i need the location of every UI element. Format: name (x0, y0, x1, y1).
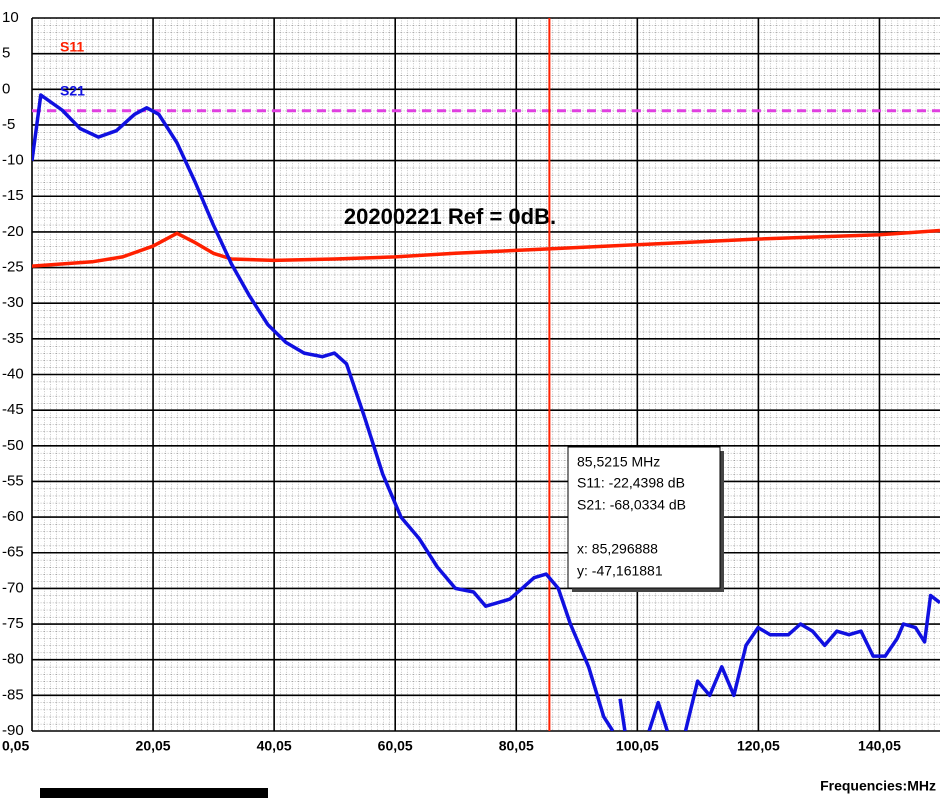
plot-area (32, 18, 940, 731)
y-tick-label: -50 (2, 437, 24, 454)
y-tick-label: 0 (2, 80, 10, 97)
y-tick-label: -90 (2, 722, 24, 739)
y-tick-label: -55 (2, 472, 24, 489)
series-line (32, 93, 940, 731)
legend-label: S21 (60, 83, 85, 99)
y-tick-label: -45 (2, 401, 24, 418)
x-tick-label: 40,05 (257, 738, 292, 754)
y-tick-label: 5 (2, 45, 10, 62)
y-tick-label: -70 (2, 579, 24, 596)
legend-label: S11 (60, 39, 84, 55)
x-tick-label: 100,05 (616, 738, 659, 754)
y-tick-label: -30 (2, 294, 24, 311)
x-tick-label: 80,05 (499, 738, 534, 754)
series-line (32, 228, 940, 268)
readout-line: S21: -68,0334 dB (577, 497, 686, 513)
readout-line: S11: -22,4398 dB (577, 475, 685, 491)
x-tick-label: 120,05 (737, 738, 780, 754)
y-tick-label: -80 (2, 651, 24, 668)
x-tick-label: 140,05 (858, 738, 901, 754)
y-tick-label: -75 (2, 615, 24, 632)
x-tick-label: 0,05 (2, 738, 29, 754)
chart-title: 20200221 Ref = 0dB. (344, 204, 556, 229)
y-tick-label: -20 (2, 223, 24, 240)
readout-box (567, 446, 721, 589)
x-axis-label: Frequencies:MHz (820, 778, 936, 794)
x-tick-label: 20,05 (136, 738, 171, 754)
y-tick-label: -5 (2, 116, 15, 133)
y-tick-label: -40 (2, 365, 24, 382)
x-tick-label: 60,05 (378, 738, 413, 754)
y-tick-label: 10 (2, 9, 19, 26)
y-tick-label: -10 (2, 152, 24, 169)
readout-line: y: -47,161881 (577, 563, 663, 579)
readout-line: x: 85,296888 (577, 541, 658, 557)
y-tick-label: -60 (2, 508, 24, 525)
readout-line: 85,5215 MHz (577, 454, 660, 470)
y-tick-label: -15 (2, 187, 24, 204)
y-tick-label: -25 (2, 259, 24, 276)
y-tick-label: -85 (2, 686, 24, 703)
y-tick-label: -65 (2, 544, 24, 561)
scroll-bar (40, 788, 268, 798)
y-tick-label: -35 (2, 330, 24, 347)
